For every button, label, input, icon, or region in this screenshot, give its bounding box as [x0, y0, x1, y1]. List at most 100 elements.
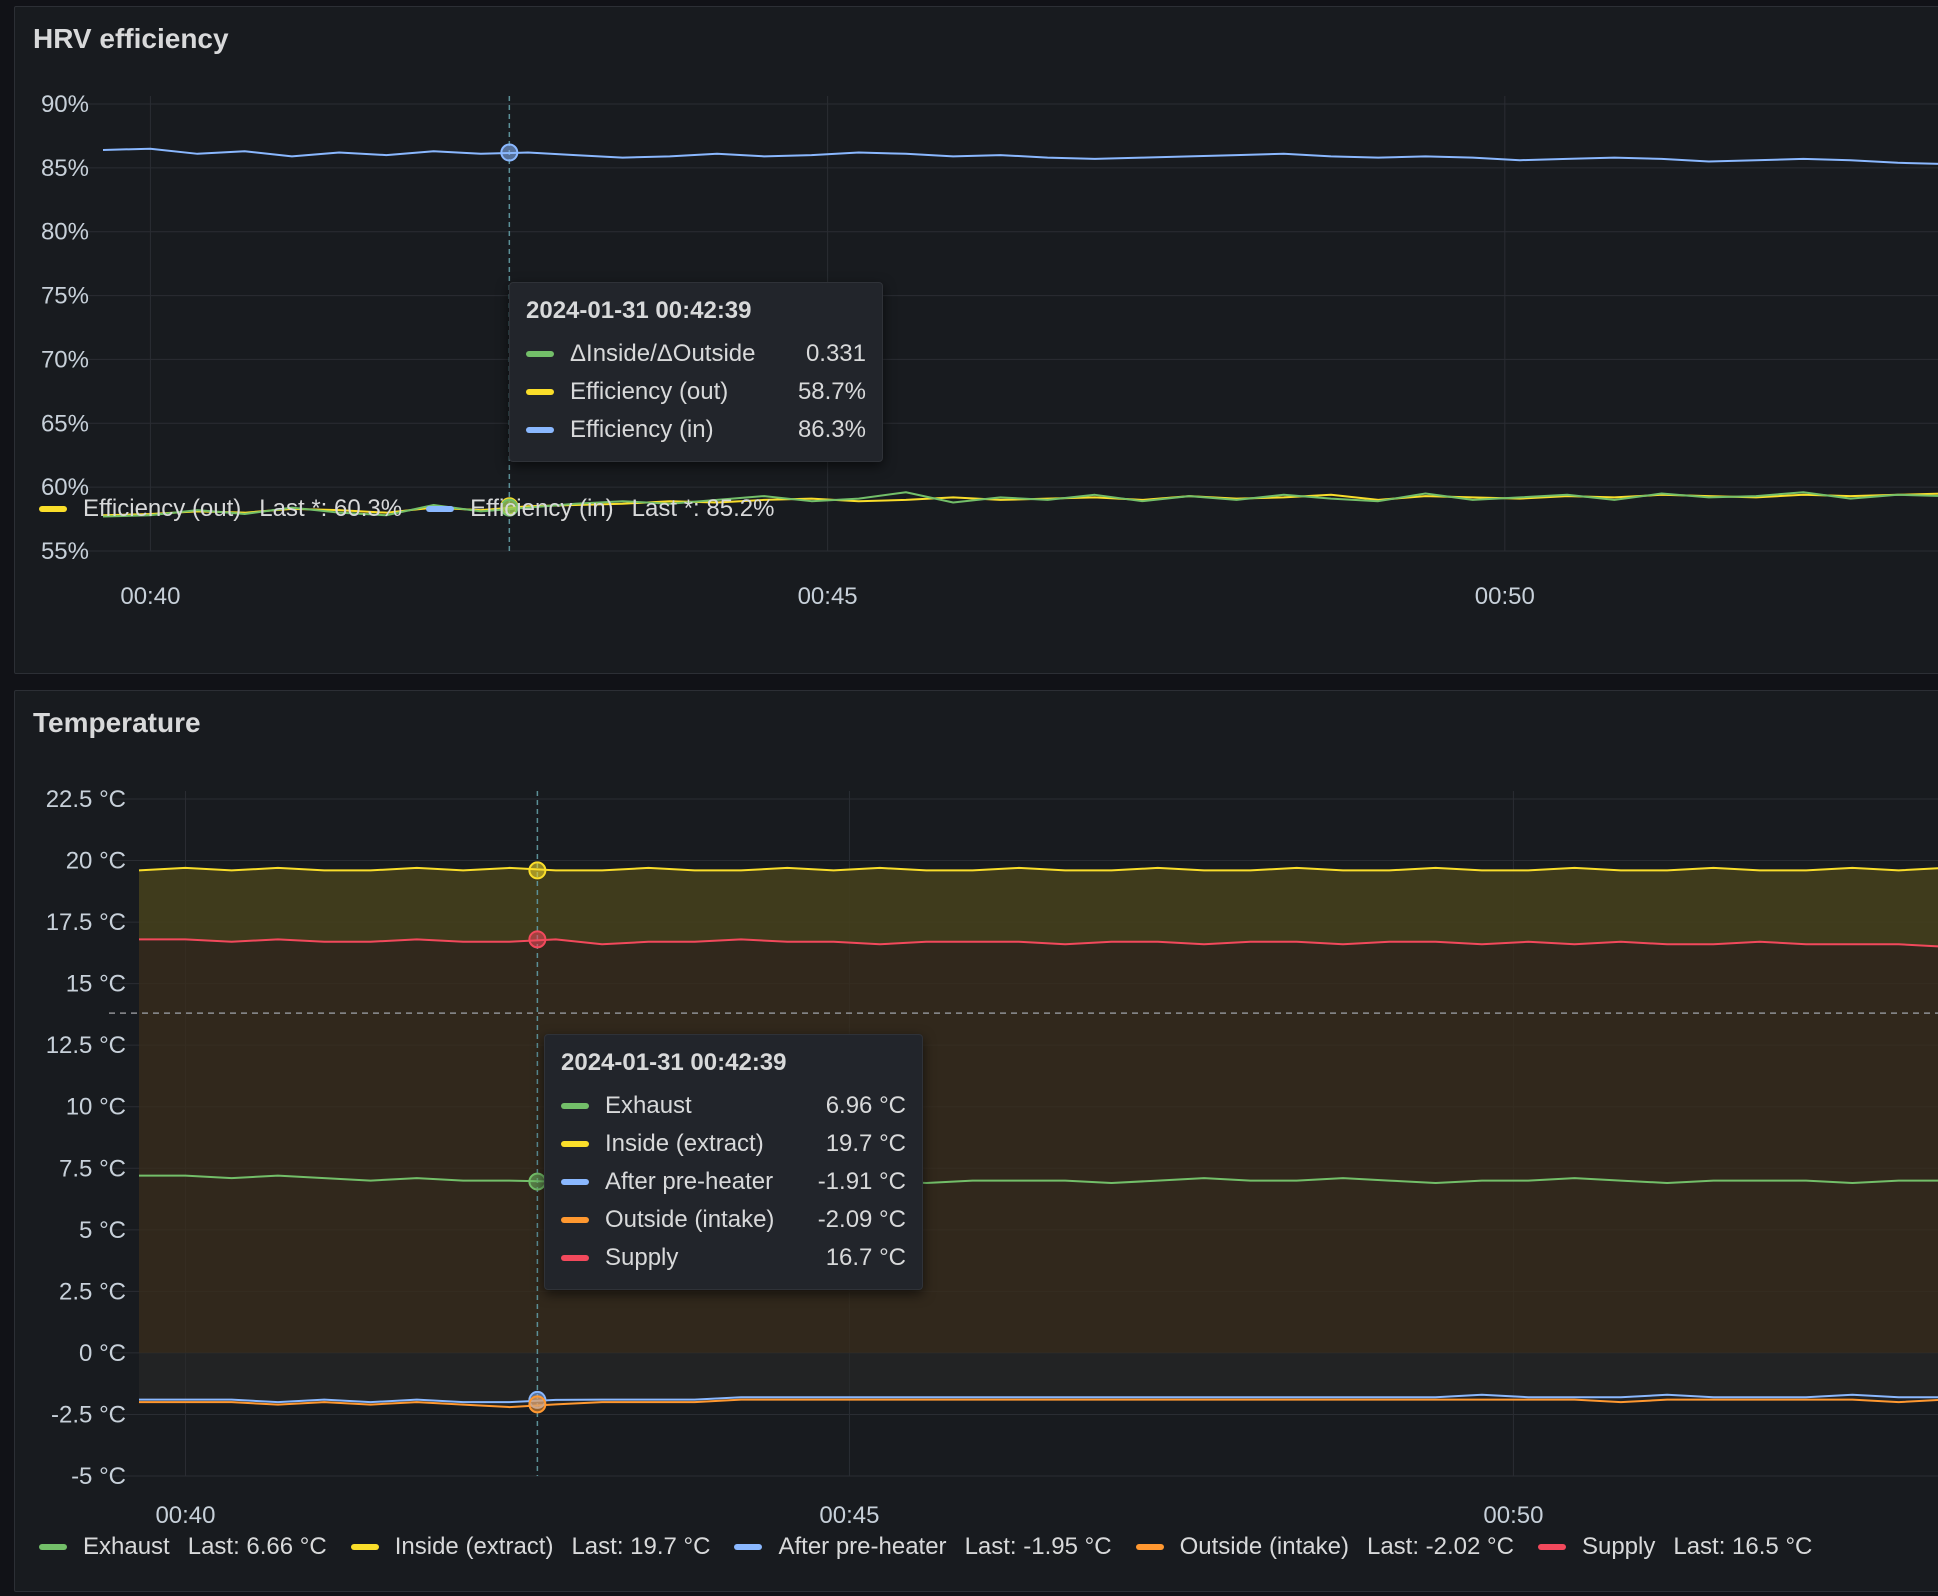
tooltip-row: Efficiency (out) 58.7% — [526, 373, 866, 411]
y-tick-label: 20 °C — [66, 848, 126, 875]
y-tick-label: -2.5 °C — [51, 1401, 126, 1428]
tooltip-value: 86.3% — [797, 416, 866, 443]
chart-legend: Efficiency (out) Last *: 60.3% Efficienc… — [39, 495, 798, 523]
hrv-efficiency-chart[interactable]: 90% 85% 80% 75% 70% 65% 60% 55% 00:40 00:45 00:50 — [15, 7, 1938, 673]
legend-item-efficiency-in[interactable]: Efficiency (in) Last *: 85.2% — [426, 495, 774, 523]
legend-swatch — [39, 1544, 67, 1550]
tooltip-value: -1.91 °C — [817, 1168, 906, 1195]
y-tick-label: 12.5 °C — [46, 1032, 126, 1059]
y-tick-label: 0 °C — [79, 1340, 126, 1367]
legend-item-exhaust[interactable]: Exhaust Last: 6.66 °C — [39, 1533, 327, 1561]
legend-series-name: Efficiency (out) — [83, 495, 242, 522]
legend-last-value: Last: 19.7 °C — [571, 1533, 711, 1560]
x-tick-label: 00:50 — [1475, 583, 1535, 610]
tooltip-swatch — [526, 351, 554, 357]
legend-last-value: Last: -2.02 °C — [1366, 1533, 1514, 1560]
x-tick-label: 00:50 — [1483, 1502, 1543, 1529]
hover-point-supply — [528, 930, 547, 949]
legend-item-outside-intake[interactable]: Outside (intake) Last: -2.02 °C — [1135, 1533, 1514, 1561]
tooltip-series-name: After pre-heater — [605, 1168, 774, 1195]
y-tick-label: 5 °C — [79, 1217, 126, 1244]
legend-item-efficiency-out[interactable]: Efficiency (out) Last *: 60.3% — [39, 495, 402, 523]
legend-last-value: Last *: 85.2% — [631, 495, 775, 522]
panel-title[interactable]: HRV efficiency — [33, 23, 229, 54]
y-tick-label: 15 °C — [66, 971, 126, 998]
chart-legend: Exhaust Last: 6.66 °C Inside (extract) L… — [39, 1533, 1836, 1561]
legend-last-value: Last: 16.5 °C — [1673, 1533, 1813, 1560]
hrv-efficiency-panel: HRV efficiency 90% 85% 80% 75% 70% 65% 60% 55% 0… — [14, 6, 1938, 674]
legend-swatch — [426, 506, 455, 512]
area-fill — [139, 867, 1938, 947]
temperature-chart[interactable]: 22.5 °C 20 °C 17.5 °C 15 °C 12.5 °C 10 °C 7.5 … — [15, 691, 1938, 1591]
y-tick-label: 7.5 °C — [59, 1155, 126, 1182]
y-tick-label: 60% — [41, 474, 89, 501]
y-tick-label: 80% — [41, 219, 89, 246]
tooltip-swatch — [561, 1141, 589, 1147]
hover-point-inside-outside — [500, 498, 519, 517]
legend-series-name: Supply — [1581, 1533, 1656, 1560]
legend-item-supply[interactable]: Supply Last: 16.5 °C — [1537, 1533, 1813, 1561]
hover-point-outside-intake — [528, 1395, 547, 1414]
hover-point-efficiency-in — [500, 143, 519, 162]
hover-tooltip: 2024-01-31 00:42:39 Exhaust 6.96 °C Insi… — [544, 1034, 923, 1290]
tooltip-row: Inside (extract) 19.7 °C — [561, 1125, 906, 1163]
tooltip-swatch — [561, 1255, 589, 1261]
series-line-inside-outside — [102, 491, 1938, 518]
hover-point-inside-extract — [528, 861, 547, 880]
tooltip-series-name: Efficiency (in) — [570, 416, 714, 443]
panel-title[interactable]: Temperature — [33, 707, 201, 738]
legend-item-inside-extract[interactable]: Inside (extract) Last: 19.7 °C — [350, 1533, 711, 1561]
legend-swatch — [350, 1544, 379, 1550]
y-tick-label: 2.5 °C — [59, 1278, 126, 1305]
series-line-exhaust — [139, 1174, 1938, 1185]
tooltip-value: 58.7% — [797, 378, 866, 405]
legend-swatch — [1537, 1544, 1566, 1550]
y-tick-label: 65% — [41, 410, 89, 437]
tooltip-row: Outside (intake) -2.09 °C — [561, 1201, 906, 1239]
legend-series-name: Outside (intake) — [1179, 1533, 1349, 1560]
tooltip-swatch — [526, 389, 554, 395]
tooltip-swatch — [561, 1217, 589, 1223]
x-tick-label: 00:40 — [120, 583, 180, 610]
legend-swatch — [734, 1544, 763, 1550]
legend-last-value: Last: 6.66 °C — [187, 1533, 327, 1560]
tooltip-swatch — [561, 1103, 589, 1109]
tooltip-row: Supply 16.7 °C — [561, 1239, 906, 1277]
legend-last-value: Last *: 60.3% — [259, 495, 403, 522]
area-fill — [139, 1352, 1938, 1408]
tooltip-value: 16.7 °C — [825, 1244, 906, 1271]
legend-swatch — [39, 506, 67, 512]
legend-series-name: Efficiency (in) — [470, 495, 614, 522]
y-tick-label: 17.5 °C — [46, 909, 126, 936]
legend-swatch — [1135, 1544, 1164, 1550]
y-tick-label: 90% — [41, 91, 89, 118]
series-line-outside-intake — [139, 1398, 1938, 1409]
temperature-panel: Temperature 22.5 °C 20 °C 17.5 °C 15 °C 12.5… — [14, 690, 1938, 1592]
legend-item-after-pre-heater[interactable]: After pre-heater Last: -1.95 °C — [734, 1533, 1112, 1561]
tooltip-swatch — [561, 1179, 589, 1185]
tooltip-series-name: Outside (intake) — [605, 1206, 775, 1233]
tooltip-time: 2024-01-31 00:42:39 — [561, 1049, 787, 1076]
tooltip-series-name: Inside (extract) — [605, 1130, 764, 1157]
y-tick-label: -5 °C — [71, 1463, 126, 1490]
tooltip-row: ΔInside/ΔOutside 0.331 — [526, 335, 866, 373]
series-line-supply — [139, 938, 1938, 948]
y-tick-label: 10 °C — [66, 1094, 126, 1121]
y-tick-label: 22.5 °C — [46, 786, 126, 813]
tooltip-series-name: Supply — [605, 1244, 679, 1271]
tooltip-row: Exhaust 6.96 °C — [561, 1087, 906, 1125]
tooltip-swatch — [526, 427, 554, 433]
tooltip-value: 6.96 °C — [825, 1092, 906, 1119]
tooltip-row: Efficiency (in) 86.3% — [526, 411, 866, 449]
tooltip-time: 2024-01-31 00:42:39 — [526, 297, 752, 324]
x-tick-label: 00:40 — [155, 1502, 215, 1529]
tooltip-row: After pre-heater -1.91 °C — [561, 1163, 906, 1201]
tooltip-series-name: Exhaust — [605, 1092, 692, 1119]
x-tick-label: 00:45 — [798, 583, 858, 610]
legend-last-value: Last: -1.95 °C — [964, 1533, 1112, 1560]
tooltip-value: 19.7 °C — [825, 1130, 906, 1157]
tooltip-series-name: Efficiency (out) — [570, 378, 729, 405]
y-tick-label: 70% — [41, 346, 89, 373]
y-tick-label: 55% — [41, 538, 89, 565]
tooltip-value: 0.331 — [805, 340, 866, 367]
